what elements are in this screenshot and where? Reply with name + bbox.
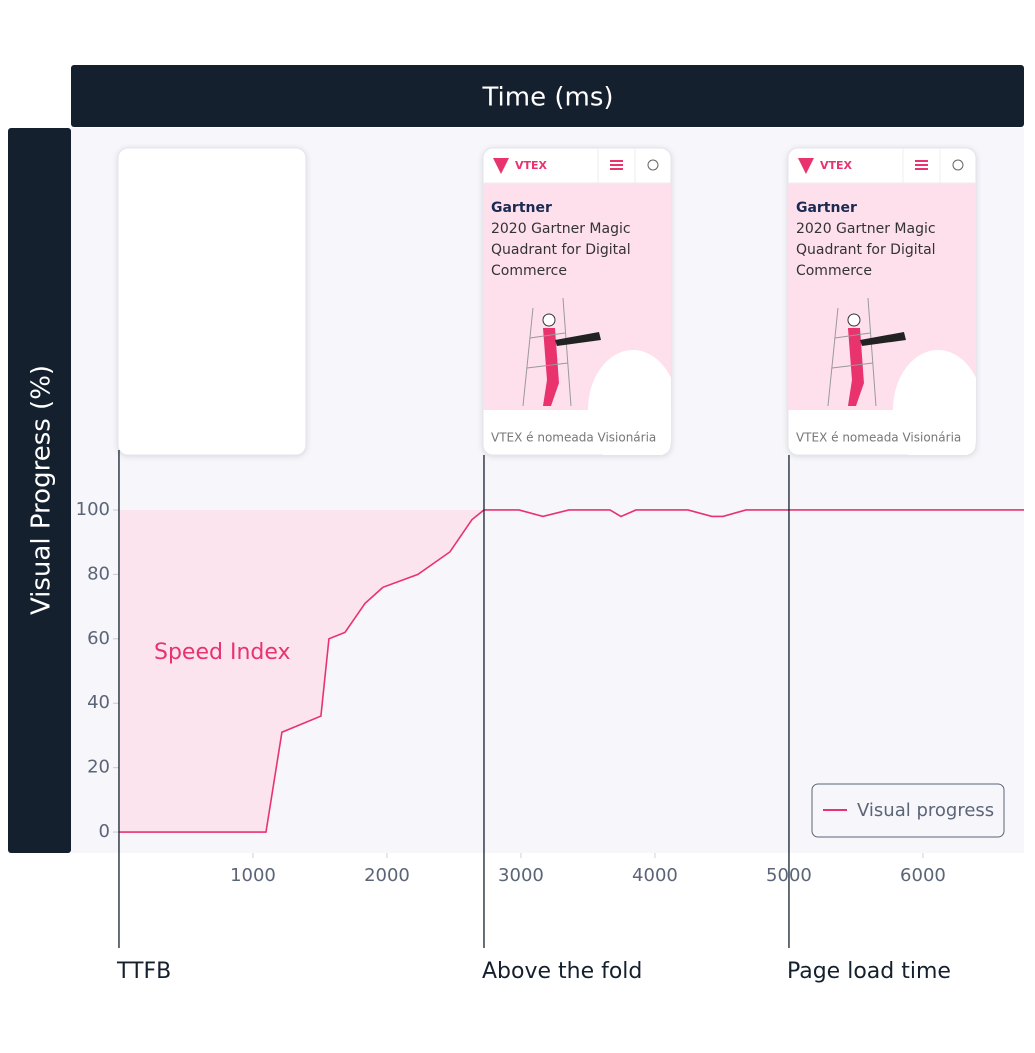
ladder (827, 297, 877, 407)
brand: VTEX (515, 159, 548, 172)
legend-box (811, 783, 1005, 838)
gartner-logo: Gartner (796, 200, 857, 216)
x-header (71, 65, 1024, 127)
marker-label: TTFB (116, 959, 171, 984)
y-tick-label: 80 (87, 563, 110, 584)
vtex-logo (492, 158, 509, 174)
globe-icon (647, 159, 659, 171)
y-header (8, 128, 71, 853)
figure-head (542, 313, 556, 327)
screenshot-card (117, 147, 307, 456)
figure (542, 328, 559, 406)
screenshot: VTEX Gartner 2020 Gartner Magic Quadrant fo… (787, 147, 977, 456)
globe-icon (952, 159, 964, 171)
brand: VTEX (820, 159, 853, 172)
hill (892, 350, 976, 455)
y-tick-label: 20 (87, 757, 110, 778)
y-tick-label: 100 (76, 499, 110, 520)
ladder (522, 297, 572, 407)
y-tick-label: 60 (87, 628, 110, 649)
screenshot-content: VTEX Gartner 2020 Gartner Magic Quadrant fo… (482, 148, 671, 455)
x-tick-label: 1000 (230, 865, 276, 886)
x-tick-label: 6000 (900, 865, 946, 886)
screenshot-content: VTEX Gartner 2020 Gartner Magic Quadrant fo… (787, 148, 976, 455)
screenshot: VTEX Gartner 2020 Gartner Magic Quadrant fo… (482, 147, 672, 456)
marker-label: Page load time (787, 959, 951, 984)
x-axis-label: Time (ms) (481, 83, 613, 113)
headline: Quadrant for Digital (796, 242, 936, 258)
x-tick-label: 3000 (498, 865, 544, 886)
caption: VTEX é nomeada Visionária (796, 431, 961, 445)
headline: Quadrant for Digital (491, 242, 631, 258)
y-axis-label: Visual Progress (%) (27, 365, 57, 615)
marker-label: Above the fold (482, 959, 642, 984)
headline: Commerce (796, 263, 872, 279)
area-label: Speed Index (154, 640, 291, 665)
speed-index-area (118, 509, 484, 833)
figure-head (847, 313, 861, 327)
telescope (554, 332, 601, 346)
headline: 2020 Gartner Magic (491, 221, 631, 237)
figure (847, 328, 864, 406)
caption: VTEX é nomeada Visionária (491, 431, 656, 445)
screenshot (117, 147, 307, 456)
y-tick-label: 40 (87, 692, 110, 713)
telescope (859, 332, 906, 346)
headline: 2020 Gartner Magic (796, 221, 936, 237)
x-tick-label: 4000 (632, 865, 678, 886)
headline: Commerce (491, 263, 567, 279)
hill (587, 350, 671, 455)
x-tick-label: 2000 (364, 865, 410, 886)
legend-label: Visual progress (857, 800, 994, 821)
gartner-logo: Gartner (491, 200, 552, 216)
vtex-logo (797, 158, 814, 174)
y-tick-label: 0 (99, 821, 110, 842)
